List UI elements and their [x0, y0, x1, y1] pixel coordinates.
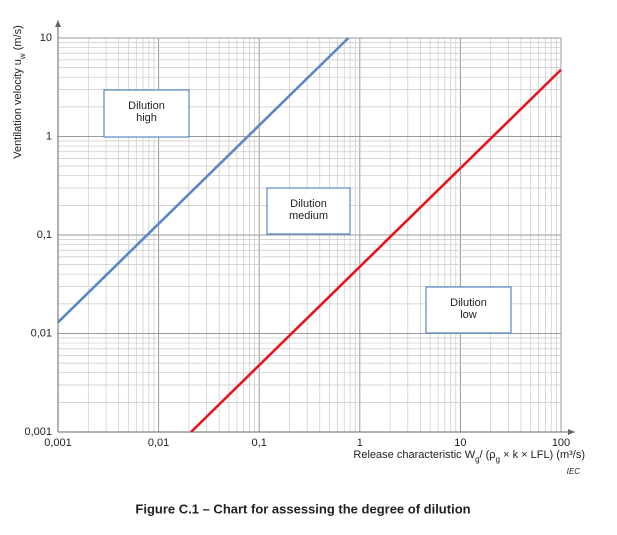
axis-arrow [55, 20, 61, 27]
annotation-text: medium [289, 210, 328, 222]
y-tick-label: 0,001 [24, 426, 52, 438]
x-axis-label-part: g [496, 455, 500, 464]
annotation-text: Dilution [128, 100, 165, 112]
line [190, 68, 562, 433]
x-tick-label: 0,1 [252, 437, 267, 449]
caption: Figure C.1 – Chart for assessing the deg… [135, 501, 470, 516]
y-axis-label-part: Ventilation velocity u [12, 59, 24, 159]
annotation-text: high [136, 112, 157, 124]
x-axis-label-part: Release characteristic W [353, 449, 475, 461]
x-tick-label: 1 [357, 437, 363, 449]
line [57, 37, 350, 324]
y-tick-label: 0,01 [31, 327, 52, 339]
annotation-text: Dilution [290, 198, 327, 210]
x-axis-label: Release characteristic Wg/ (ρg × k × LFL… [353, 449, 585, 464]
axis-arrow [568, 429, 575, 435]
y-axis-label-part: w [18, 53, 27, 60]
annotation-text: Dilution [450, 297, 487, 309]
y-tick-label: 1 [46, 130, 52, 142]
annotation-box [266, 187, 351, 235]
x-tick-label: 0,01 [148, 437, 169, 449]
annotation-text: low [460, 309, 477, 321]
y-axis-label-part: (m/s) [12, 25, 24, 53]
y-tick-label: 0,1 [37, 229, 52, 241]
y-tick-label: 10 [40, 32, 52, 44]
x-tick-label: 100 [552, 437, 570, 449]
x-axis-label-part: × k × LFL) (m³/s) [500, 449, 585, 461]
annotation-box [103, 89, 190, 138]
annotation-box [425, 286, 512, 334]
x-tick-label: 10 [454, 437, 466, 449]
x-axis-label-part: g [475, 455, 479, 464]
x-axis-label-part: / (ρ [480, 449, 496, 461]
y-axis-label: Ventilation velocity uw (m/s) [12, 25, 27, 159]
source: IEC [567, 467, 581, 476]
x-tick-label: 0,001 [44, 437, 72, 449]
